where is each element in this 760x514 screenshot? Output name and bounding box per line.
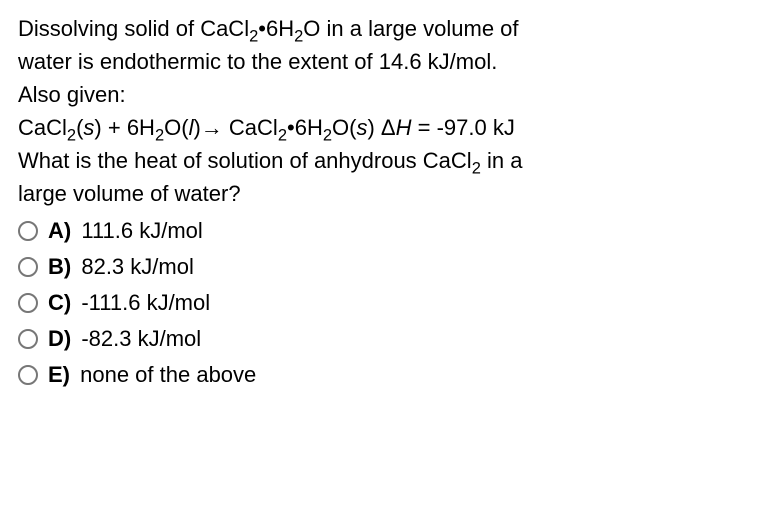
radio-icon[interactable]	[18, 221, 38, 241]
question-stem: Dissolving solid of CaCl2•6H2O in a larg…	[18, 12, 742, 210]
text: CaCl	[18, 115, 67, 140]
option-letter: D)	[48, 326, 71, 351]
radio-icon[interactable]	[18, 293, 38, 313]
text: •6H	[287, 115, 323, 140]
subscript: 2	[155, 126, 164, 144]
text: Dissolving solid of CaCl	[18, 16, 249, 41]
option-letter: E)	[48, 362, 70, 387]
delta-h: H	[396, 115, 412, 140]
question-line-6: large volume of water?	[18, 177, 742, 210]
subscript: 2	[472, 159, 481, 177]
subscript: 2	[323, 126, 332, 144]
option-letter: B)	[48, 254, 71, 279]
option-text: -111.6 kJ/mol	[81, 290, 210, 315]
option-text: none of the above	[80, 362, 256, 387]
options-list: A) 111.6 kJ/mol B) 82.3 kJ/mol C) -111.6…	[18, 218, 742, 388]
question-line-5: What is the heat of solution of anhydrou…	[18, 144, 742, 177]
option-a[interactable]: A) 111.6 kJ/mol	[18, 218, 742, 244]
option-b[interactable]: B) 82.3 kJ/mol	[18, 254, 742, 280]
option-text: 111.6 kJ/mol	[81, 218, 202, 243]
state-symbol: s	[356, 115, 367, 140]
question-line-1: Dissolving solid of CaCl2•6H2O in a larg…	[18, 12, 742, 45]
question-line-3: Also given:	[18, 78, 742, 111]
subscript: 2	[67, 126, 76, 144]
radio-icon[interactable]	[18, 365, 38, 385]
text: O(	[164, 115, 188, 140]
question-equation: CaCl2(s) + 6H2O(l)→ CaCl2•6H2O(s) ΔH = -…	[18, 111, 742, 144]
option-letter: A)	[48, 218, 71, 243]
text: in a	[481, 148, 523, 173]
text: )→ CaCl	[193, 115, 277, 140]
radio-icon[interactable]	[18, 329, 38, 349]
subscript: 2	[294, 27, 303, 45]
text: ) + 6H	[94, 115, 155, 140]
text: What is the heat of solution of anhydrou…	[18, 148, 472, 173]
option-text: 82.3 kJ/mol	[81, 254, 194, 279]
subscript: 2	[278, 126, 287, 144]
option-c[interactable]: C) -111.6 kJ/mol	[18, 290, 742, 316]
text: = -97.0 kJ	[412, 115, 515, 140]
state-symbol: s	[83, 115, 94, 140]
text: ) Δ	[367, 115, 395, 140]
radio-icon[interactable]	[18, 257, 38, 277]
option-letter: C)	[48, 290, 71, 315]
text: O in a large volume of	[303, 16, 518, 41]
option-d[interactable]: D) -82.3 kJ/mol	[18, 326, 742, 352]
text: •6H	[258, 16, 294, 41]
option-text: -82.3 kJ/mol	[81, 326, 201, 351]
subscript: 2	[249, 27, 258, 45]
question-line-2: water is endothermic to the extent of 14…	[18, 45, 742, 78]
option-e[interactable]: E) none of the above	[18, 362, 742, 388]
text: O(	[332, 115, 356, 140]
